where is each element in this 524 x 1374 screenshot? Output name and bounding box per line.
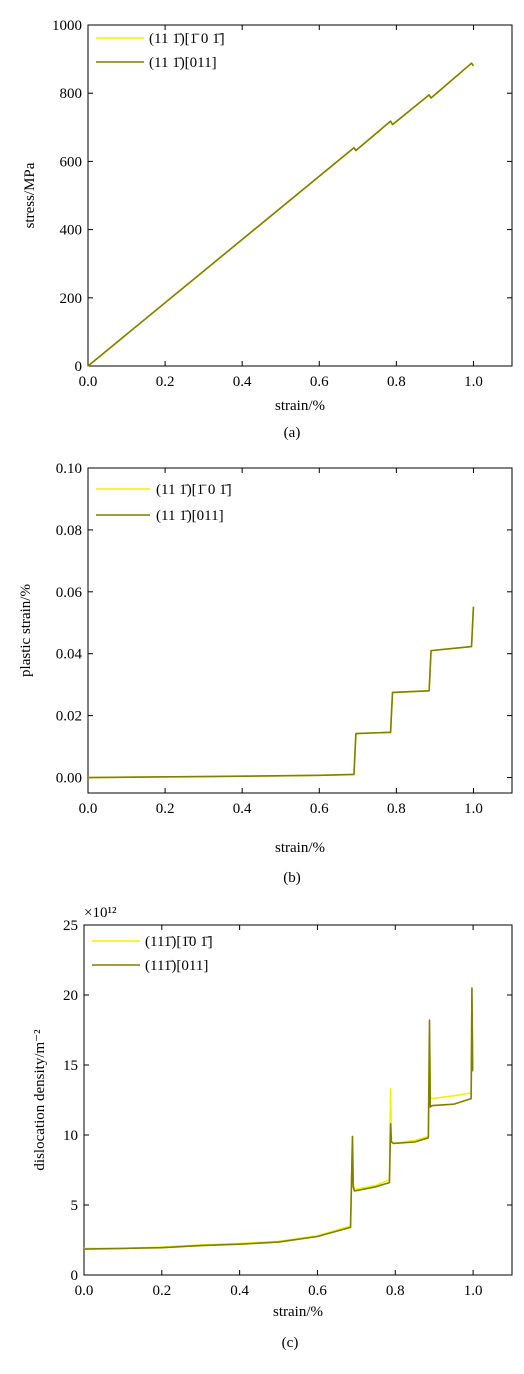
y-axis-label: dislocation density/m⁻² [32,1029,48,1171]
x-tick-label: 0.2 [156,801,175,817]
x-tick-label: 0.8 [386,1283,405,1299]
x-tick-label: 0.0 [79,801,98,817]
series-line-b [87,62,475,367]
legend-label: (111̄)[011] [145,958,208,974]
series-line-b [83,987,474,1250]
y-tick-label: 0.04 [56,647,83,663]
x-tick-label: 0.0 [79,374,98,390]
y-tick-label: 10 [63,1128,78,1144]
chart-panel-b: 0.0 0.2 0.4 0.6 0.8 1.0 0.00 0.02 0.04 0.06 0.08 0.… [18,461,513,886]
chart-panel-c: 0.0 0.2 0.4 0.6 0.8 1.0 0 5 10 15 20 25 strain/% disl… [32,905,513,1351]
y-tick-label: 0.02 [56,709,82,725]
chart-panel-a: 0.0 0.2 0.4 0.6 0.8 1.0 0 200 400 600 800 1000 strai… [22,18,513,441]
x-tick-label: 0.8 [387,374,406,390]
y-axis-label: stress/MPa [22,162,38,228]
x-tick-label: 0.6 [310,801,329,817]
y-tick-label: 0.10 [56,461,82,477]
x-tick-label: 0.2 [156,374,175,390]
x-axis-label: strain/% [273,1304,323,1320]
y-tick-label: 20 [63,988,78,1004]
x-tick-label: 0.4 [230,1283,249,1299]
y-tick-label: 0.06 [56,585,83,601]
y-tick-label: 800 [60,86,83,102]
x-axis-label: strain/% [275,398,325,414]
series-line-a [84,1001,474,1250]
x-tick-label: 0.0 [75,1283,94,1299]
y-tick-label: 0.08 [56,523,82,539]
plot-frame [87,467,513,794]
y-tick-label: 0 [75,359,83,375]
series-line-b [87,606,475,779]
plot-frame [87,24,513,367]
x-tick-label: 0.6 [308,1283,327,1299]
x-tick-label: 0.8 [387,801,406,817]
x-tick-label: 0.2 [152,1283,171,1299]
x-tick-label: 1.0 [464,374,483,390]
y-tick-label: 5 [71,1198,79,1214]
x-tick-label: 0.4 [233,801,252,817]
y-axis-label: plastic strain/% [18,584,34,677]
y-multiplier-label: ×10¹² [84,905,117,921]
y-tick-label: 400 [60,223,83,239]
y-tick-label: 200 [60,291,83,307]
legend-label: (11 1̄)[011] [149,55,217,71]
legend-label: (11 1̄)[1̄ 0 1̄] [149,31,225,47]
legend-label: (11 1̄)[1̄ 0 1̄] [156,482,232,498]
y-tick-label: 0 [71,1268,79,1284]
x-tick-label: 1.0 [464,1283,483,1299]
panel-caption: (c) [282,1335,299,1351]
y-tick-label: 15 [63,1058,78,1074]
x-tick-label: 0.4 [233,374,252,390]
legend-label: (111̄)[1̄0 1̄] [145,934,213,950]
plot-frame [83,924,513,1276]
y-tick-label: 25 [63,918,78,934]
y-tick-label: 0.00 [56,771,82,787]
panel-caption: (a) [284,425,301,441]
y-tick-label: 600 [60,154,83,170]
x-tick-label: 1.0 [464,801,483,817]
x-axis-label: strain/% [275,840,325,856]
y-tick-label: 1000 [52,18,82,34]
legend-label: (11 1̄)[011] [156,508,224,524]
x-tick-label: 0.6 [310,374,329,390]
series-line-a [87,62,475,367]
panel-caption: (b) [283,870,301,886]
